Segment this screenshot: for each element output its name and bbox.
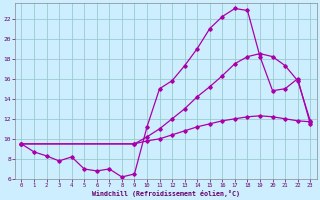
X-axis label: Windchill (Refroidissement éolien,°C): Windchill (Refroidissement éolien,°C) [92,190,240,197]
